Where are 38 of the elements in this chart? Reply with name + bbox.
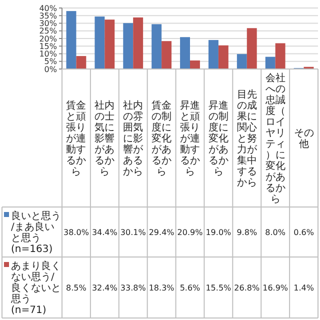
data-label: 9.8% bbox=[236, 228, 258, 237]
y-tick-label: 35% bbox=[39, 11, 58, 20]
data-label: 26.8% bbox=[234, 283, 260, 292]
data-label: 19.0% bbox=[206, 228, 232, 237]
x-tick-label: 賃金と頑張りが連動するから bbox=[66, 100, 86, 178]
x-tick-label: 賃金の制度に変化があるから bbox=[152, 100, 172, 178]
data-label: 8.5% bbox=[66, 283, 87, 292]
y-tick-label: 0% bbox=[44, 64, 58, 74]
y-tick-label: 15% bbox=[39, 42, 58, 51]
x-tick-label: 昇進の制度に変化があるから bbox=[208, 100, 228, 178]
legend-label: あまり良くない思う/良くないと思う (n=71) bbox=[10, 260, 61, 316]
x-tick-label: 昇進と頑張りが連動するから bbox=[180, 100, 200, 178]
x-tick-label: 社内の雰囲気に影響があるから bbox=[123, 100, 144, 178]
data-label: 16.9% bbox=[262, 283, 288, 292]
data-label: 8.0% bbox=[265, 228, 286, 237]
data-label: 30.1% bbox=[120, 228, 146, 237]
y-tick-label: 10% bbox=[39, 50, 58, 59]
data-label: 0.6% bbox=[294, 228, 314, 237]
y-tick-label: 20% bbox=[39, 34, 58, 44]
x-tick-label: 社内の士気に影響があるから bbox=[94, 100, 115, 178]
category-label: 会社への忠誠度（ロイヤリティ）に変化があるから bbox=[265, 73, 286, 205]
data-label: 29.4% bbox=[148, 228, 175, 237]
legend-label: 良いと思う/まあ良いと思う (n=163) bbox=[11, 210, 61, 255]
data-label: 18.3% bbox=[148, 283, 175, 292]
data-label: 15.5% bbox=[206, 283, 232, 292]
data-label: 34.4% bbox=[92, 228, 118, 237]
y-tick-label: 5% bbox=[44, 57, 58, 66]
category-label: 目先の成果に関心と努力が集中するから bbox=[236, 90, 257, 188]
data-label: 38.0% bbox=[64, 228, 90, 237]
data-label: 1.4% bbox=[294, 283, 314, 292]
data-label: 32.4% bbox=[92, 283, 118, 292]
x-tick-label: その他 bbox=[294, 128, 314, 150]
data-label: 33.8% bbox=[120, 283, 146, 292]
data-label: 20.9% bbox=[177, 228, 204, 237]
y-tick-label: 40% bbox=[39, 4, 58, 13]
y-tick-label: 30% bbox=[39, 19, 58, 28]
data-label: 5.6% bbox=[180, 283, 201, 292]
y-tick-label: 25% bbox=[39, 26, 58, 36]
